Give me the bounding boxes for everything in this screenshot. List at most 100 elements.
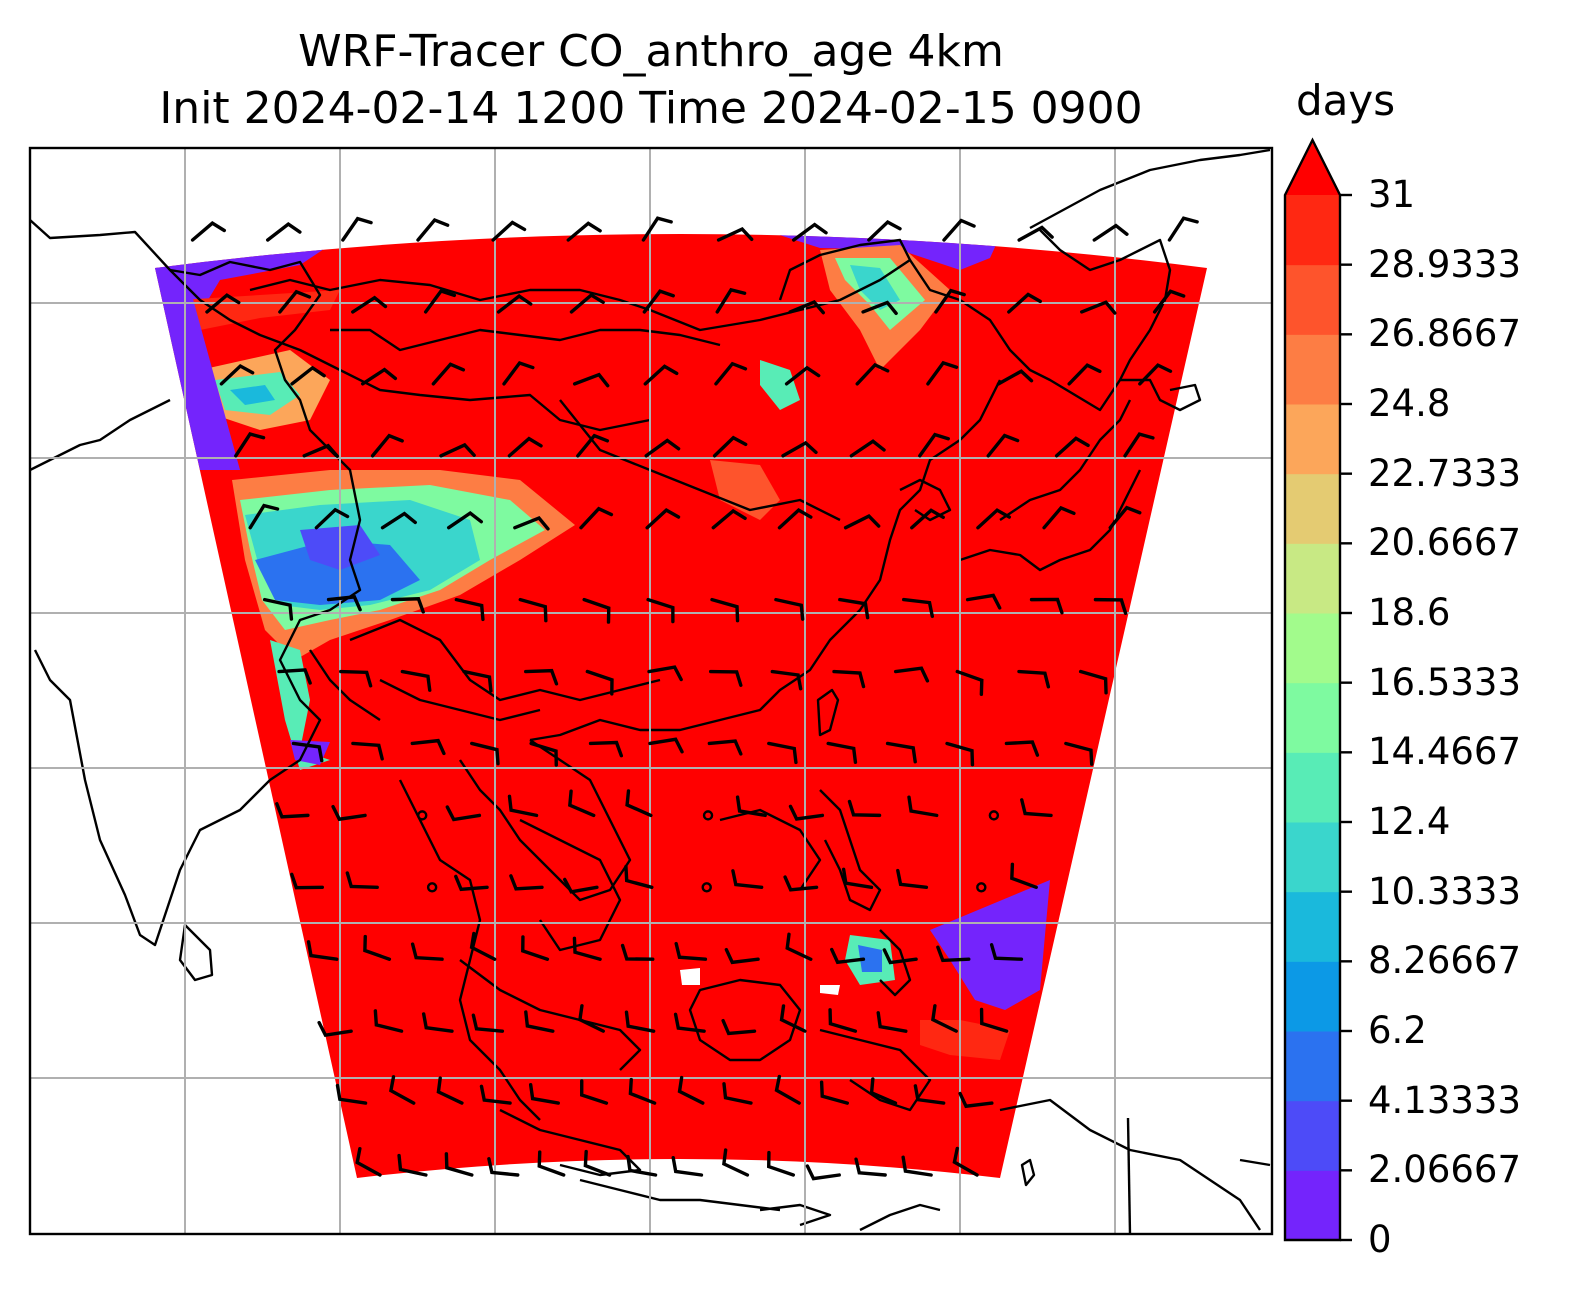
wind-barb bbox=[585, 669, 614, 696]
colorbar-segment bbox=[1285, 1100, 1340, 1171]
wind-barb bbox=[1054, 436, 1090, 458]
wind-barb bbox=[471, 1013, 505, 1033]
wind-barb bbox=[462, 669, 493, 693]
colorbar-tick-label: 16.5333 bbox=[1368, 660, 1522, 704]
wind-barb bbox=[722, 1148, 750, 1177]
colorbar-tick-label: 22.7333 bbox=[1368, 451, 1522, 495]
wind-barb bbox=[397, 1153, 428, 1177]
wind-barb bbox=[345, 871, 379, 890]
wind-barb bbox=[314, 507, 350, 530]
wind-barb bbox=[390, 597, 425, 614]
colorbar-segment bbox=[1285, 682, 1340, 753]
wind-barb bbox=[277, 668, 312, 685]
colorbar-segment bbox=[1285, 613, 1340, 684]
coastlines bbox=[30, 148, 1271, 1234]
wind-barb bbox=[439, 442, 476, 458]
wind-barb bbox=[1017, 225, 1054, 242]
wind-barb bbox=[784, 365, 821, 386]
wind-barb bbox=[469, 931, 497, 961]
colorbar-segment bbox=[1285, 752, 1340, 823]
colorbar-tick-label: 28.9333 bbox=[1368, 242, 1522, 286]
wind-barb bbox=[722, 1082, 753, 1105]
wind-barb bbox=[572, 372, 610, 388]
wind-barb bbox=[507, 794, 539, 818]
wind-barb bbox=[716, 227, 754, 242]
colorbar-tick-label: 2.06667 bbox=[1368, 1148, 1522, 1192]
colorbar-segment bbox=[1285, 404, 1340, 475]
wind-barb bbox=[341, 216, 373, 242]
wind-barb bbox=[1108, 505, 1142, 530]
wind-barb bbox=[767, 741, 798, 765]
wind-barb bbox=[563, 877, 599, 894]
wind-barb bbox=[518, 597, 548, 623]
colorbar-tick-label: 0 bbox=[1368, 1218, 1392, 1261]
colorbar-outline bbox=[1283, 137, 1342, 1242]
colorbar-extend-arrow bbox=[1285, 140, 1340, 195]
wind-barb bbox=[479, 1084, 512, 1105]
wind-barb bbox=[926, 360, 959, 386]
wind-barb bbox=[1152, 289, 1186, 314]
wind-barb bbox=[1020, 798, 1053, 818]
wind-barb bbox=[1029, 597, 1064, 615]
wind-barb bbox=[910, 508, 945, 530]
colorbar[interactable] bbox=[1283, 137, 1352, 1242]
wind-barb bbox=[470, 741, 500, 766]
colorbar-segment bbox=[1285, 543, 1340, 614]
wind-barb bbox=[976, 508, 1011, 530]
wind-barb bbox=[644, 438, 681, 458]
wind-barbs bbox=[190, 216, 1199, 1181]
wind-barb bbox=[416, 217, 450, 242]
wind-barb bbox=[641, 216, 673, 242]
wind-barb bbox=[491, 220, 527, 242]
wind-barb bbox=[400, 669, 432, 692]
wind-barb bbox=[275, 802, 310, 819]
wind-barb bbox=[735, 795, 767, 818]
wind-barb bbox=[986, 433, 1020, 458]
wind-barb bbox=[673, 1012, 706, 1033]
wind-barb bbox=[509, 874, 544, 891]
wind-barb bbox=[363, 934, 392, 961]
wind-barb bbox=[523, 668, 559, 686]
wind-barb bbox=[788, 299, 825, 315]
wind-barb bbox=[643, 364, 679, 386]
wind-barb bbox=[302, 443, 340, 458]
wind-barb bbox=[645, 508, 681, 530]
wind-barb bbox=[936, 945, 971, 963]
wind-barb bbox=[902, 597, 934, 619]
wind-barb bbox=[893, 666, 930, 683]
wind-barb bbox=[351, 295, 388, 314]
wind-barb bbox=[731, 869, 764, 890]
wind-barb bbox=[578, 1004, 605, 1033]
wind-barb bbox=[624, 864, 654, 890]
wind-barb bbox=[896, 868, 929, 890]
wind-barb bbox=[855, 362, 890, 386]
wind-barb bbox=[278, 289, 312, 314]
wind-barb bbox=[996, 369, 1034, 386]
wind-barb bbox=[1042, 505, 1076, 530]
wind-barb bbox=[989, 943, 1024, 961]
wind-barb bbox=[783, 875, 819, 892]
wind-barb bbox=[1078, 669, 1108, 695]
wind-barb bbox=[767, 1150, 796, 1177]
wind-barb bbox=[1004, 740, 1040, 757]
colorbar-tick-label: 10.3333 bbox=[1368, 869, 1522, 913]
wind-barb bbox=[882, 948, 918, 965]
wind-barb bbox=[867, 219, 902, 242]
wind-barb bbox=[1010, 862, 1038, 890]
calm-wind-marker bbox=[701, 882, 712, 893]
map-frame bbox=[28, 146, 1274, 1236]
wind-barb bbox=[528, 1083, 560, 1105]
colorbar-tick-label: 14.4667 bbox=[1368, 730, 1522, 774]
wind-barb bbox=[431, 362, 466, 386]
wind-barb bbox=[774, 597, 805, 621]
wind-barb bbox=[507, 436, 543, 458]
colorbar-tick-label: 26.8667 bbox=[1368, 312, 1522, 356]
wind-barb bbox=[774, 1074, 801, 1105]
wind-barb bbox=[715, 287, 747, 314]
wind-barb bbox=[370, 433, 404, 458]
wind-barb bbox=[707, 739, 743, 756]
wind-barb bbox=[625, 789, 653, 818]
wind-barb bbox=[677, 1075, 705, 1105]
calm-wind-marker bbox=[702, 810, 714, 821]
colorbar-segment bbox=[1285, 1170, 1340, 1241]
